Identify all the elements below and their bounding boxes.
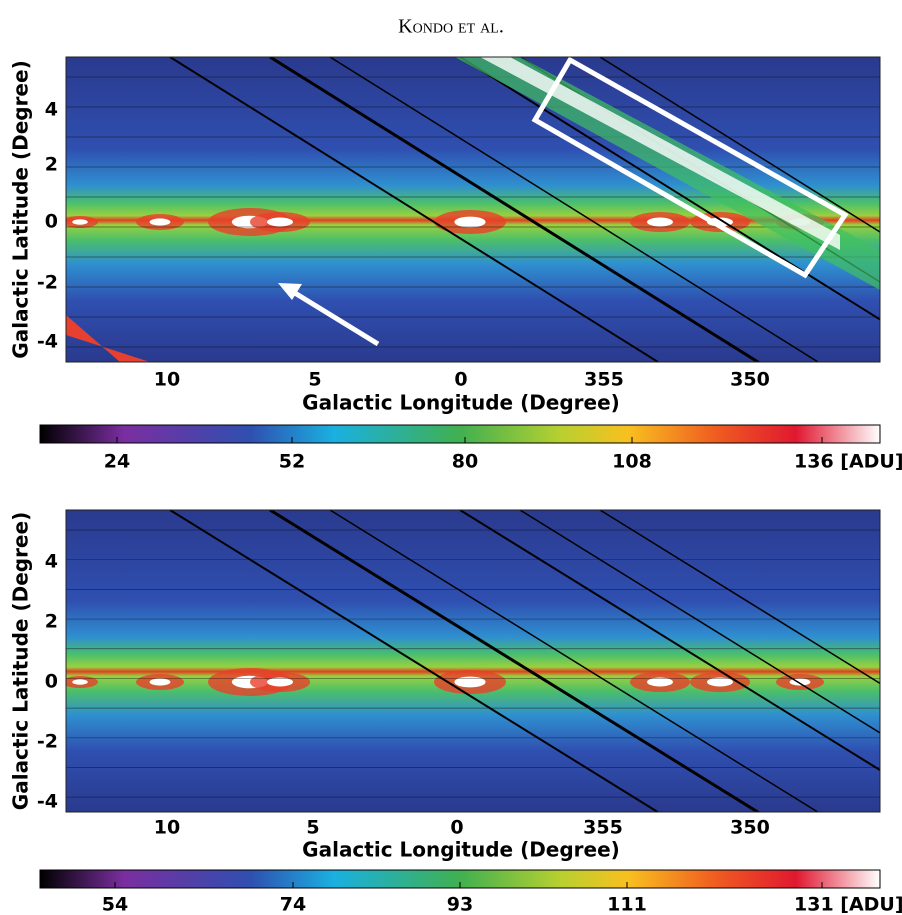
colorbar-label: 52 xyxy=(279,451,305,473)
x-tick-label: 350 xyxy=(730,817,770,839)
y-tick-label: 4 xyxy=(45,551,58,573)
y-tick-label: -4 xyxy=(37,791,58,813)
colorbar-label: 24 xyxy=(104,451,130,473)
emission-core xyxy=(149,218,171,226)
streak xyxy=(169,57,660,362)
emission-core xyxy=(149,678,171,686)
y-tick-label: -2 xyxy=(37,272,58,294)
bright-stripe xyxy=(455,57,880,290)
x-tick-label: 10 xyxy=(154,369,180,391)
heatmap xyxy=(66,510,880,812)
streak xyxy=(329,510,820,812)
colorbar-label: 131 [ADU] xyxy=(794,894,902,915)
streak xyxy=(599,57,880,233)
streak xyxy=(329,57,820,362)
streak xyxy=(459,510,880,772)
streak xyxy=(269,57,761,362)
emission-core xyxy=(647,677,673,687)
colorbar xyxy=(39,424,881,444)
emission-core xyxy=(267,217,293,227)
streak xyxy=(169,510,660,812)
y-tick-label: 0 xyxy=(45,211,58,233)
x-tick-label: 5 xyxy=(308,369,321,391)
x-tick-label: 350 xyxy=(730,369,770,391)
map-frame xyxy=(65,509,881,813)
y-tick-label: -2 xyxy=(37,731,58,753)
emission-core xyxy=(454,216,486,228)
emission-core xyxy=(454,676,486,688)
y-tick-label: 2 xyxy=(45,154,58,176)
arrow-shaft xyxy=(288,287,380,347)
highlight-box xyxy=(531,56,849,279)
bright-stripe-core xyxy=(480,57,840,250)
emission-core xyxy=(72,679,88,685)
corner-stripe xyxy=(66,315,150,362)
y-tick-label: 4 xyxy=(45,99,58,121)
arrow-head xyxy=(278,283,302,300)
emission-core xyxy=(72,219,88,225)
y-tick-label: 0 xyxy=(45,671,58,693)
emission-core xyxy=(647,217,673,227)
streak xyxy=(599,510,880,685)
x-tick-label: 10 xyxy=(154,817,180,839)
streak xyxy=(459,57,880,321)
x-axis-title: Galactic Longitude (Degree) xyxy=(302,391,620,415)
y-tick-label: -4 xyxy=(37,331,58,353)
streak xyxy=(519,510,880,734)
heatmap xyxy=(66,57,880,362)
x-tick-label: 355 xyxy=(583,817,623,839)
emission-core xyxy=(267,677,293,687)
map-frame xyxy=(65,56,881,363)
running-header: Kondo et al. xyxy=(398,16,504,38)
colorbar-label: 136 [ADU] xyxy=(794,451,902,473)
colorbar-label: 93 xyxy=(447,894,473,915)
colorbar-label: 108 xyxy=(612,451,652,473)
colorbar-label: 111 xyxy=(607,894,647,915)
colorbar-label: 74 xyxy=(280,894,306,915)
emission-core xyxy=(707,677,733,687)
x-tick-label: 5 xyxy=(306,817,319,839)
x-tick-label: 355 xyxy=(584,369,624,391)
map-background xyxy=(66,510,880,812)
x-axis-title: Galactic Longitude (Degree) xyxy=(302,838,620,862)
y-axis-title: Galactic Latitude (Degree) xyxy=(9,60,33,358)
colorbar-label: 80 xyxy=(452,451,478,473)
y-tick-label: 2 xyxy=(45,611,58,633)
x-tick-label: 0 xyxy=(454,369,467,391)
colorbar-label: 54 xyxy=(102,894,128,915)
x-tick-label: 0 xyxy=(450,817,463,839)
streak xyxy=(269,510,761,812)
y-axis-title: Galactic Latitude (Degree) xyxy=(9,512,33,810)
